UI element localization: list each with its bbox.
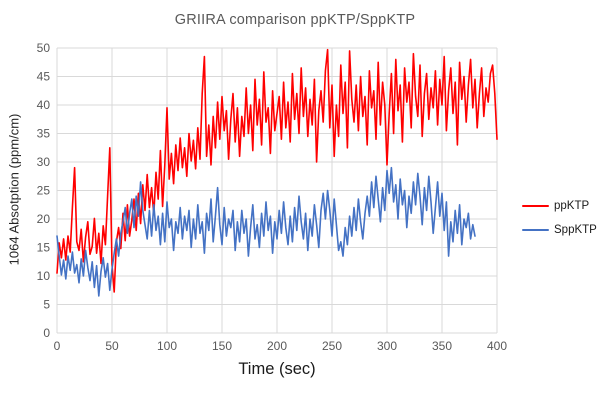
y-tick-label: 20	[37, 212, 51, 226]
y-tick-label: 35	[37, 127, 51, 141]
x-axis-title: Time (sec)	[238, 360, 316, 378]
x-tick-label: 400	[487, 339, 507, 353]
y-tick-label: 40	[37, 98, 51, 112]
legend: ppKTP SppKTP	[522, 200, 597, 236]
y-tick-label: 15	[37, 241, 51, 255]
chart-title: GRIIRA comparison ppKTP/SppKTP	[174, 12, 416, 28]
y-tick-label: 50	[37, 41, 51, 55]
x-tick-label: 300	[377, 339, 397, 353]
y-tick-label: 0	[43, 326, 50, 340]
legend-item-sppktp: SppKTP	[522, 224, 597, 236]
x-tick-label: 50	[105, 339, 119, 353]
x-tick-label: 100	[157, 339, 177, 353]
y-tick-label: 25	[37, 184, 51, 198]
ppktp-line-swatch-icon	[522, 204, 549, 208]
x-tick-label: 350	[432, 339, 452, 353]
x-tick-label: 250	[322, 339, 342, 353]
legend-item-ppktp: ppKTP	[522, 200, 597, 212]
sppktp-line-swatch-icon	[522, 228, 549, 232]
x-tick-label: 200	[267, 339, 287, 353]
y-tick-label: 45	[37, 70, 51, 84]
series-sppktp-line	[56, 166, 476, 297]
legend-label-sppktp: SppKTP	[554, 224, 597, 236]
series-ppktp-line	[56, 48, 498, 293]
x-tick-label: 150	[212, 339, 232, 353]
y-tick-label: 30	[37, 155, 51, 169]
legend-label-ppktp: ppKTP	[554, 200, 590, 212]
x-tick-label: 0	[54, 339, 61, 353]
y-tick-label: 10	[37, 269, 51, 283]
y-axis-title: 1064 Absotption (ppm/cm)	[6, 113, 22, 266]
y-tick-label: 5	[43, 298, 50, 312]
